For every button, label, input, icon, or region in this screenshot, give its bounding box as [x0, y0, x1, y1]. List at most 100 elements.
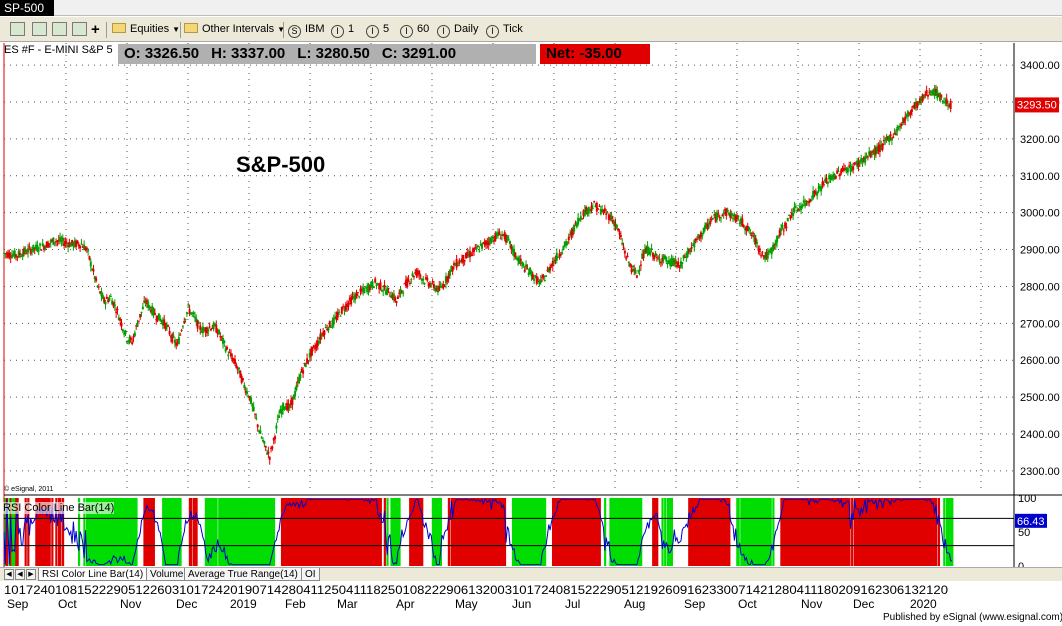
rsi-zone-bar [135, 498, 138, 566]
rsi-zone-bar [521, 498, 524, 566]
tab-atr[interactable]: Average True Range(14) [184, 568, 302, 581]
rsi-zone-bar [766, 498, 770, 566]
candle-body [400, 290, 403, 292]
layout-icon[interactable] [10, 22, 25, 36]
next-tab-icon[interactable]: ▶ [26, 569, 36, 580]
rsi-zone-bar [762, 498, 766, 566]
candle-body [882, 140, 885, 142]
interval-60-button[interactable]: I 60 [400, 21, 429, 38]
rsi-zone-bar [867, 498, 870, 566]
rsi-zone-bar [535, 498, 539, 566]
candle-body [908, 112, 911, 114]
candle-body [232, 358, 235, 360]
candle-body [597, 208, 600, 210]
candle-body [949, 100, 952, 110]
rsi-zone-bar [291, 498, 294, 566]
candle-body [387, 287, 390, 289]
candle-body [525, 264, 528, 268]
candle-body [686, 251, 689, 257]
tab-rsi[interactable]: RSI Color Line Bar(14) [38, 568, 148, 581]
candle-body [623, 250, 626, 254]
rsi-zone-bar [925, 498, 929, 566]
rsi-zone-bar [541, 498, 544, 566]
rsi-zone-bar [726, 498, 730, 566]
rsi-zone-bar [353, 498, 356, 566]
close-value: C: 3291.00 [381, 45, 457, 62]
rsi-zone-bar [728, 498, 731, 566]
candle-body [757, 248, 760, 251]
x-month-label: May [455, 597, 478, 611]
rsi-zone-bar [437, 498, 440, 566]
candle-body [900, 123, 903, 127]
candle-body [418, 270, 421, 275]
rsi-zone-bar [694, 498, 698, 566]
copy-icon[interactable] [72, 22, 87, 36]
rsi-zone-bar [503, 498, 507, 566]
rsi-zone-bar [222, 498, 225, 566]
refresh-icon[interactable] [32, 22, 47, 36]
tab-oi[interactable]: OI [301, 568, 320, 581]
candle-body [849, 166, 852, 172]
candle-body [451, 266, 454, 272]
candle-body [17, 251, 20, 257]
symbol-ibm-button[interactable]: S IBM [288, 21, 325, 38]
other-intervals-button[interactable]: Other Intervals ▼ [184, 21, 285, 38]
candle-body [103, 297, 106, 303]
rsi-zone-bar [288, 498, 292, 566]
tab-volume[interactable]: Volume [146, 568, 188, 581]
rsi-zone-bar [839, 498, 842, 566]
x-month-label: Dec [176, 597, 197, 611]
y-tick-label: 3000.00 [1020, 208, 1060, 220]
candle-body [76, 240, 79, 244]
rsi-zone-bar [450, 498, 453, 566]
rsi-zone-bar [629, 498, 632, 566]
candle-body [144, 302, 147, 304]
candle-body [885, 136, 888, 141]
chart-title: S&P-500 [236, 152, 326, 177]
candle-body [810, 199, 813, 201]
low-value: L: 3280.50 [297, 45, 370, 62]
candle-body [27, 248, 30, 253]
prev-tab-icon[interactable]: ◀ [15, 569, 25, 580]
rsi-zone-bar [843, 498, 846, 566]
interval-daily-button[interactable]: I Daily [437, 21, 478, 38]
candle-body [43, 245, 46, 250]
candle-body [563, 241, 566, 246]
candle-body [228, 352, 231, 354]
candle-body [557, 256, 560, 258]
page-icon[interactable] [52, 22, 67, 36]
rsi-zone-bar [490, 498, 493, 566]
add-icon[interactable]: + [91, 21, 100, 38]
candle-body [677, 261, 680, 267]
candle-body [838, 173, 841, 177]
candle-body [468, 251, 471, 258]
equities-menu[interactable]: Equities ▼ [112, 21, 180, 38]
candle-body [442, 284, 445, 289]
candle-body [5, 252, 8, 255]
rsi-zone-bar [948, 498, 951, 566]
candle-body [886, 136, 889, 139]
candle-body [145, 299, 148, 304]
rsi-zone-bar [481, 498, 484, 566]
candle-body [89, 261, 92, 267]
candle-body [137, 320, 140, 322]
candle-body [47, 242, 50, 248]
interval-tick-button[interactable]: I Tick [486, 21, 523, 38]
candle-body [611, 219, 614, 224]
candle-body [116, 309, 119, 311]
rsi-zone-bar [334, 498, 337, 566]
rsi-zone-bar [800, 498, 803, 566]
x-month-label: Nov [801, 597, 822, 611]
rsi-zone-bar [857, 498, 860, 566]
rsi-grid [4, 517, 1014, 547]
first-tab-icon[interactable]: ◀ [4, 569, 14, 580]
candle-body [545, 275, 548, 277]
candle-body [258, 430, 261, 432]
rsi-zone-bar [624, 498, 627, 566]
candle-body [124, 330, 127, 335]
candle-body [509, 241, 512, 245]
rsi-zone-bar [538, 498, 541, 566]
rsi-bars [4, 498, 954, 566]
